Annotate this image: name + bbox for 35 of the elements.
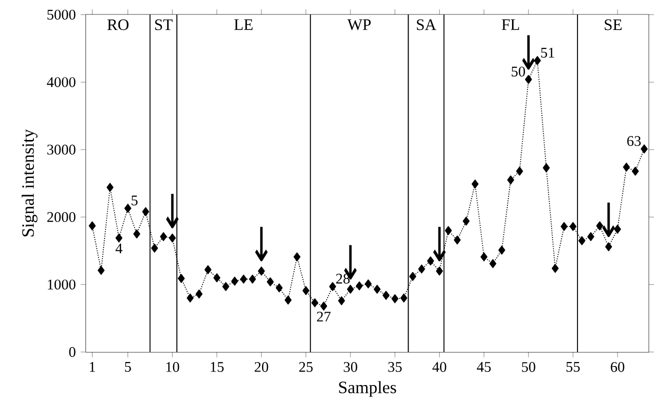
band-label: SE bbox=[604, 19, 622, 30]
band-label: WP bbox=[347, 19, 371, 30]
band-label: ST bbox=[155, 19, 173, 30]
x-tick-label: 40 bbox=[432, 362, 446, 372]
band-label: LE bbox=[234, 19, 253, 30]
x-tick-label: 10 bbox=[166, 362, 180, 372]
x-tick-label: 30 bbox=[344, 362, 358, 372]
annotation: 63 bbox=[627, 136, 641, 146]
x-axis-title: Samples bbox=[339, 381, 396, 397]
annotation: ↓ bbox=[255, 226, 268, 262]
y-tick-label: 3000 bbox=[47, 144, 76, 155]
y-tick-label: 5000 bbox=[47, 10, 76, 20]
x-tick-label: 35 bbox=[388, 362, 402, 372]
y-tick-label: 1000 bbox=[48, 280, 76, 290]
annotation: 4 bbox=[116, 244, 122, 254]
x-tick-label: 20 bbox=[254, 362, 268, 372]
x-tick-label: 25 bbox=[299, 362, 313, 372]
x-tick-label: 60 bbox=[610, 362, 624, 372]
x-tick-label: 15 bbox=[210, 362, 224, 372]
y-axis-title: Signal intensity bbox=[22, 129, 38, 236]
y-tick-label: 2000 bbox=[47, 212, 76, 222]
y-tick-label: 0 bbox=[69, 347, 76, 357]
annotation: 51 bbox=[541, 48, 554, 58]
x-tick-label: 5 bbox=[125, 362, 131, 372]
x-tick-label: 50 bbox=[522, 362, 536, 372]
x-tick-label: 45 bbox=[476, 362, 491, 372]
annotation: ↓ bbox=[602, 202, 615, 237]
y-tick-label: 4000 bbox=[46, 77, 76, 88]
annotation: 5 bbox=[132, 196, 138, 206]
band-label: RO bbox=[107, 19, 129, 30]
band-label: FL bbox=[502, 19, 520, 30]
band-label: SA bbox=[416, 19, 436, 30]
x-tick-label: 55 bbox=[566, 362, 580, 372]
x-tick-label: 1 bbox=[90, 362, 96, 372]
annotation: 27 bbox=[317, 312, 331, 322]
